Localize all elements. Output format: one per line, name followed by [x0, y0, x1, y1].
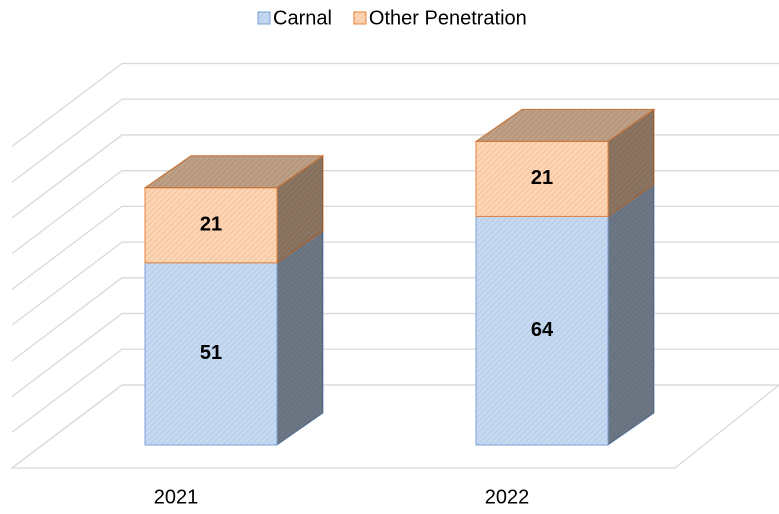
bar-top	[474, 108, 656, 142]
grid-line	[11, 62, 779, 148]
bar-top	[143, 155, 325, 189]
data-label: 21	[531, 167, 553, 189]
legend-label: Carnal	[273, 7, 332, 29]
data-label: 21	[200, 214, 222, 236]
data-label: 51	[200, 342, 222, 364]
bar-top-shade	[145, 155, 323, 188]
legend-swatch	[353, 11, 367, 25]
grid-line	[11, 205, 779, 290]
grid-line	[11, 134, 779, 219]
bar-segment	[143, 154, 325, 264]
bar-front	[475, 215, 609, 446]
floor	[10, 384, 779, 469]
grid-line	[11, 277, 779, 362]
bar-side-shade	[608, 184, 654, 445]
bar-segment	[475, 183, 655, 446]
bar-top-shade	[476, 109, 654, 142]
bar-side-shade	[277, 230, 323, 445]
grid-line	[11, 241, 779, 326]
data-label: 64	[531, 319, 554, 341]
bar-segment	[144, 229, 324, 446]
bar-front	[144, 187, 278, 264]
legend-swatch	[257, 11, 271, 25]
bar-segment	[474, 108, 656, 218]
bar-side-shade	[608, 109, 654, 217]
x-tick-label: 2022	[485, 486, 530, 508]
bar-side-shade	[277, 155, 323, 263]
x-tick-label: 2021	[154, 486, 199, 508]
grid-line	[11, 312, 779, 398]
grid-line	[11, 98, 779, 183]
grid-line	[11, 170, 779, 255]
legend: Carnal Other Penetration	[257, 7, 527, 29]
legend-label: Other Penetration	[369, 7, 527, 29]
